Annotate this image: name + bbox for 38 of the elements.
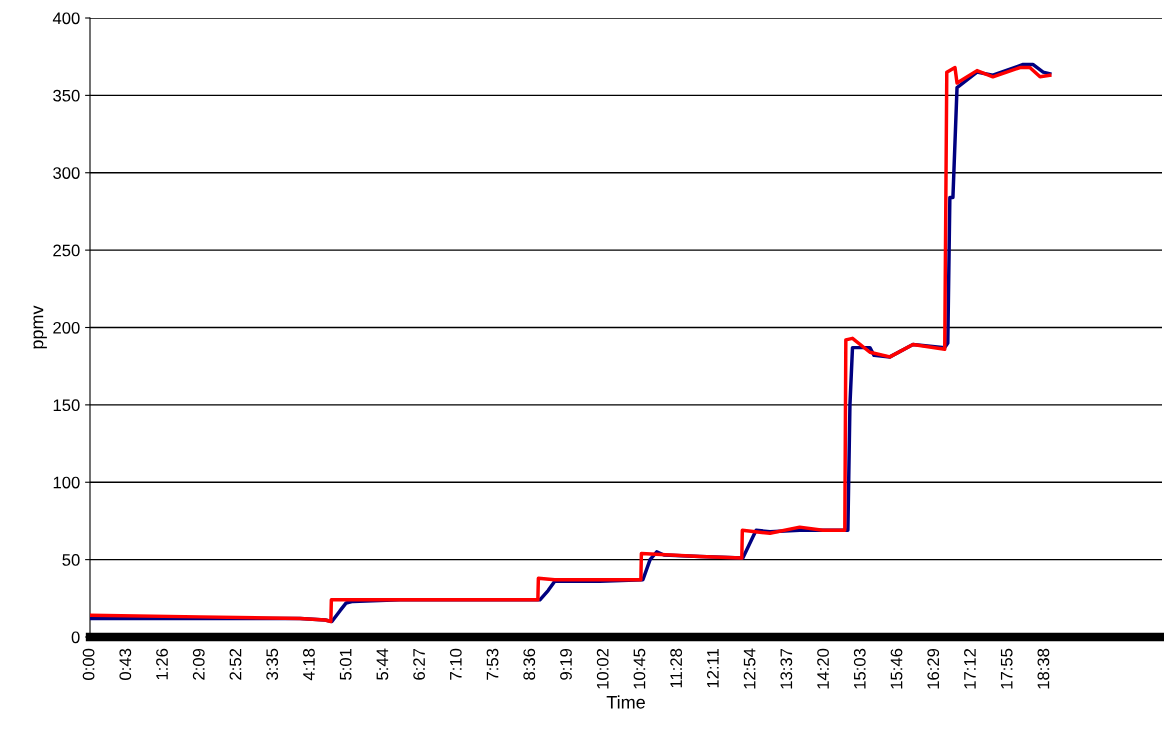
- x-tick-label: 4:18: [303, 648, 315, 681]
- x-tick-label: 17:12: [964, 648, 976, 689]
- x-tick-label: 3:35: [266, 648, 279, 680]
- y-tick-label: 50: [62, 554, 80, 566]
- x-tick-label: 0:43: [119, 648, 132, 680]
- x-tick-label: 5:44: [376, 648, 389, 680]
- y-tick-label: 250: [53, 244, 80, 257]
- y-tick-label: 300: [53, 167, 80, 179]
- x-tick-label: 8:36: [523, 648, 536, 680]
- x-tick-label: 14:20: [817, 648, 829, 689]
- y-axis-title: ppmv: [33, 305, 47, 349]
- x-tick-label: 12:11: [706, 648, 719, 688]
- x-tick-label: 9:19: [560, 648, 572, 680]
- x-tick-label: 13:37: [780, 648, 793, 689]
- x-tick-label: 5:01: [339, 648, 352, 680]
- x-tick-label: 11:28: [670, 648, 683, 688]
- x-tick-label: 15:46: [890, 648, 903, 689]
- y-tick-label: 0: [71, 631, 80, 644]
- x-tick-label: 1:26: [156, 648, 168, 680]
- x-tick-label: 16:29: [927, 648, 940, 689]
- x-tick-label: 10:02: [596, 648, 609, 689]
- x-tick-label: 10:45: [633, 648, 646, 689]
- y-tick-label: 400: [52, 12, 80, 25]
- x-tick-label: 0:00: [82, 648, 95, 680]
- x-tick-label: 7:53: [486, 648, 499, 680]
- x-tick-label: 2:09: [192, 648, 205, 680]
- y-tick-label: 100: [53, 476, 80, 489]
- y-tick-label: 350: [53, 89, 80, 102]
- x-tick-label: 18:38: [1037, 648, 1050, 689]
- x-tick-label: 12:54: [743, 648, 756, 689]
- x-tick-label: 15:03: [853, 648, 866, 689]
- x-tick-label: 17:55: [1000, 648, 1013, 689]
- y-tick-label: 200: [53, 321, 80, 334]
- x-tick-label: 2:52: [229, 648, 242, 680]
- x-tick-label: 6:27: [413, 648, 425, 680]
- y-tick-label: 150: [53, 399, 80, 412]
- x-tick-label: 7:10: [449, 648, 462, 680]
- x-axis-title: Time: [606, 695, 645, 709]
